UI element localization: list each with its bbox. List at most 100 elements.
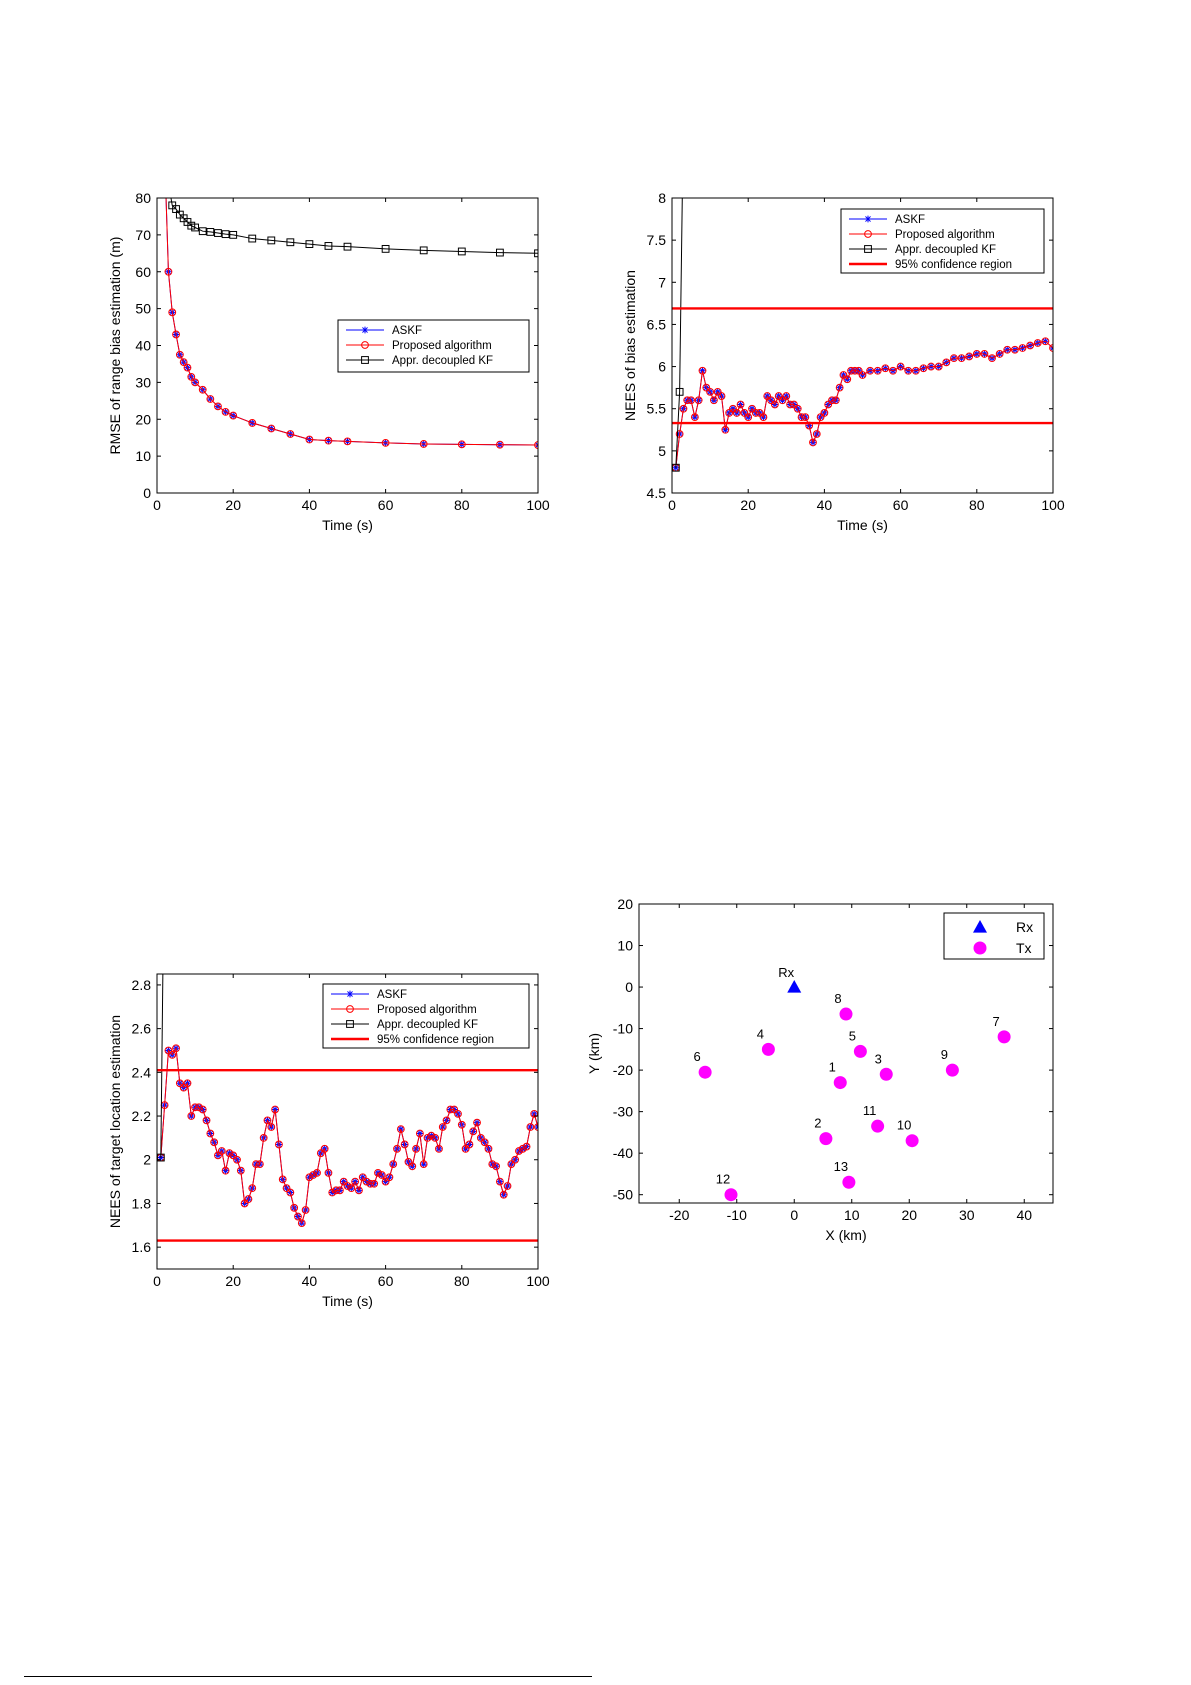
nees-bias-ytick-label-1: 5 xyxy=(658,443,666,459)
rmse-point-appr-decoupled-kf-24 xyxy=(496,248,504,257)
nees-target-point-proposed-algorithm-3 xyxy=(168,1050,177,1059)
nees-target-point-proposed-algorithm-91 xyxy=(503,1182,512,1190)
rmse-point-proposed-algorithm-0 xyxy=(157,66,164,73)
rmse-point-proposed-algorithm-19 xyxy=(324,436,333,445)
geometry-ylabel: Y (km) xyxy=(586,1033,602,1074)
nees-target-point-proposed-algorithm-58 xyxy=(377,1171,386,1179)
geometry-point-tx-2 xyxy=(879,1067,893,1081)
nees-target-point-proposed-algorithm-44 xyxy=(324,1168,333,1177)
nees-bias-point-appr-decoupled-kf-1 xyxy=(675,387,684,396)
nees-bias-xtick-label-0: 0 xyxy=(668,497,676,513)
rmse-point-proposed-algorithm-24 xyxy=(496,440,504,449)
nees-target-xlabel: Time (s) xyxy=(322,1293,373,1309)
nees-target-point-proposed-algorithm-56 xyxy=(370,1179,379,1188)
nees-bias-point-proposed-algorithm-19 xyxy=(744,413,753,422)
geometry-ytick-label-7: 20 xyxy=(617,896,633,912)
rmse-legend-marker-askf xyxy=(361,326,369,334)
nees-target-point-proposed-algorithm-83 xyxy=(473,1118,481,1127)
rmse-legend-marker-appr-decoupled-kf xyxy=(361,356,369,364)
nees-target-point-proposed-algorithm-67 xyxy=(412,1144,420,1153)
nees-target-point-proposed-algorithm-34 xyxy=(286,1188,295,1197)
nees-target-point-proposed-algorithm-16 xyxy=(217,1147,226,1155)
geometry-point-tx-11 xyxy=(724,1188,738,1202)
nees-target-point-proposed-algorithm-94 xyxy=(515,1147,523,1155)
nees-target-xtick-label-4: 80 xyxy=(454,1273,470,1289)
geometry-point-label-1-1: 2 xyxy=(814,1116,821,1131)
nees-bias-xtick-label-3: 60 xyxy=(893,497,909,513)
geometry-data xyxy=(698,980,1011,1202)
geometry-ytick-label-0: -50 xyxy=(613,1187,633,1203)
nees-target-point-proposed-algorithm-80 xyxy=(461,1144,470,1153)
nees-target-point-proposed-algorithm-49 xyxy=(343,1182,352,1190)
geometry-xtick-label-1: -10 xyxy=(727,1207,747,1223)
nees-target-point-proposed-algorithm-36 xyxy=(294,1212,302,1221)
nees-bias-point-proposed-algorithm-16 xyxy=(732,409,741,417)
rmse-ytick-label-1: 10 xyxy=(135,448,151,464)
nees-target-legend-marker-askf xyxy=(346,990,354,998)
geometry-point-tx-5 xyxy=(698,1065,712,1079)
nees-bias-point-proposed-algorithm-57 xyxy=(919,364,928,373)
rmse-ytick-label-2: 20 xyxy=(135,411,151,427)
geometry-legend-box xyxy=(943,912,1045,960)
nees-target-legend-marker-appr-decoupled-kf xyxy=(346,1020,354,1028)
nees-target-point-proposed-algorithm-40 xyxy=(309,1171,318,1179)
rmse-ytick-label-7: 70 xyxy=(135,227,151,243)
rmse-point-appr-decoupled-kf-9 xyxy=(191,223,199,232)
rmse-point-proposed-algorithm-5 xyxy=(175,350,184,359)
nees-target-point-proposed-algorithm-60 xyxy=(385,1173,394,1182)
nees-target-point-proposed-algorithm-43 xyxy=(320,1144,329,1153)
rmse-legend-label-proposed-algorithm: Proposed algorithm xyxy=(392,340,492,352)
nees-bias-point-proposed-algorithm-59 xyxy=(934,362,943,371)
nees-bias-legend-marker-askf xyxy=(864,215,872,223)
nees-target-point-proposed-algorithm-35 xyxy=(290,1203,299,1212)
nees-bias-point-appr-decoupled-kf-2 xyxy=(680,110,687,117)
geometry-point-tx-7 xyxy=(839,1007,853,1021)
nees-target-point-proposed-algorithm-61 xyxy=(389,1160,398,1169)
nees-bias-point-proposed-algorithm-6 xyxy=(694,396,703,405)
nees-target-xtick-label-5: 100 xyxy=(526,1273,550,1289)
rmse-point-proposed-algorithm-23 xyxy=(457,440,466,449)
nees-bias-point-proposed-algorithm-70 xyxy=(1018,344,1027,352)
rmse-point-appr-decoupled-kf-20 xyxy=(343,242,352,251)
rmse-point-appr-decoupled-kf-0 xyxy=(157,84,164,91)
rmse-point-proposed-algorithm-8 xyxy=(187,372,196,381)
nees-target-point-proposed-algorithm-45 xyxy=(328,1188,337,1197)
rmse-point-askf-1 xyxy=(161,150,168,157)
nees-target-point-proposed-algorithm-97 xyxy=(526,1123,535,1131)
nees-bias-ytick-label-0: 4.5 xyxy=(647,485,667,501)
nees-bias-xtick-label-1: 20 xyxy=(740,497,756,513)
nees-target-point-proposed-algorithm-33 xyxy=(282,1184,291,1193)
nees-bias-xtick-label-5: 100 xyxy=(1041,497,1065,513)
nees-target-point-proposed-algorithm-23 xyxy=(244,1195,253,1203)
nees-bias-point-proposed-algorithm-12 xyxy=(717,392,726,400)
geometry-point-label-0-1: 1 xyxy=(829,1060,836,1075)
nees-target-point-proposed-algorithm-39 xyxy=(305,1173,314,1182)
nees-bias-point-proposed-algorithm-49 xyxy=(858,371,867,379)
nees-target-point-proposed-algorithm-74 xyxy=(438,1123,447,1131)
geometry-xtick-label-0: -20 xyxy=(669,1207,689,1223)
nees-bias-line-appr-decoupled-kf-2 xyxy=(675,198,683,468)
nees-target-point-proposed-algorithm-37 xyxy=(297,1219,306,1228)
nees-bias-xlabel: Time (s) xyxy=(837,517,888,533)
geometry-point-label-10-1: 11 xyxy=(863,1103,877,1118)
nees-bias-legend-label-proposed-algorithm: Proposed algorithm xyxy=(895,229,995,241)
geometry-point-label-5-1: 6 xyxy=(694,1049,701,1064)
rmse-point-proposed-algorithm-22 xyxy=(419,440,428,448)
nees-bias-point-proposed-algorithm-23 xyxy=(759,413,768,422)
nees-bias-point-proposed-algorithm-5 xyxy=(690,413,699,422)
nees-target-point-proposed-algorithm-92 xyxy=(507,1160,516,1169)
geometry-point-tx-4 xyxy=(853,1044,867,1058)
geometry-legend-marker-tx xyxy=(973,941,987,955)
geometry-point-tx-8 xyxy=(945,1063,959,1077)
rmse-point-proposed-algorithm-6 xyxy=(179,358,188,366)
nees-target-point-proposed-algorithm-25 xyxy=(252,1160,260,1169)
geometry-point-label-9-1: 10 xyxy=(897,1118,911,1133)
geometry-point-tx-12 xyxy=(842,1175,856,1189)
nees-target-legend-label-askf: ASKF xyxy=(377,989,407,1001)
geometry-xtick-label-3: 10 xyxy=(844,1207,860,1223)
nees-bias-point-proposed-algorithm-30 xyxy=(786,400,795,409)
nees-bias-legend-label-95-confidence-region: 95% confidence region xyxy=(895,259,1012,271)
geometry-point-label-8-1: 9 xyxy=(941,1047,948,1062)
geometry-point-tx-6 xyxy=(997,1030,1011,1044)
nees-bias-point-proposed-algorithm-71 xyxy=(1026,341,1035,350)
